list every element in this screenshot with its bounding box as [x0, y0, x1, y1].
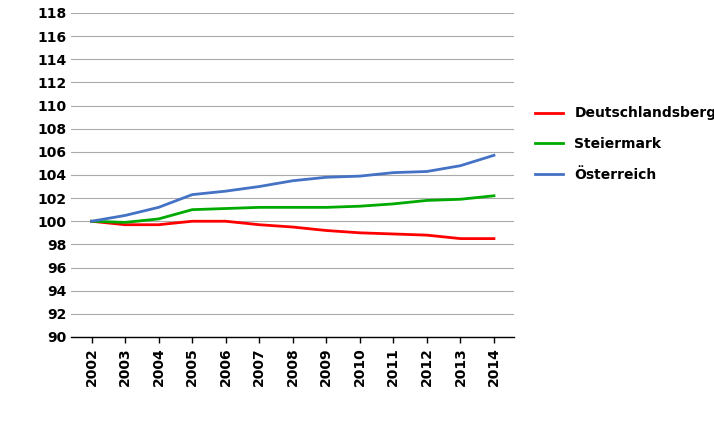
Steiermark [423, 198, 431, 203]
Österreich [154, 205, 163, 210]
Steiermark [154, 216, 163, 222]
Deutschlandsberg [121, 222, 129, 227]
Österreich [322, 175, 331, 180]
Deutschlandsberg [87, 219, 96, 224]
Steiermark [322, 205, 331, 210]
Österreich [87, 219, 96, 224]
Line: Österreich: Österreich [91, 155, 494, 221]
Deutschlandsberg [288, 225, 297, 230]
Österreich [456, 163, 465, 168]
Österreich [356, 174, 364, 179]
Deutschlandsberg [389, 232, 398, 237]
Deutschlandsberg [255, 222, 263, 227]
Österreich [121, 213, 129, 218]
Steiermark [221, 206, 230, 211]
Deutschlandsberg [356, 230, 364, 235]
Line: Deutschlandsberg: Deutschlandsberg [91, 221, 494, 238]
Österreich [288, 178, 297, 183]
Steiermark [288, 205, 297, 210]
Deutschlandsberg [423, 232, 431, 238]
Österreich [423, 169, 431, 174]
Steiermark [255, 205, 263, 210]
Deutschlandsberg [490, 236, 498, 241]
Österreich [389, 170, 398, 175]
Deutschlandsberg [322, 228, 331, 233]
Steiermark [188, 207, 196, 212]
Österreich [221, 189, 230, 194]
Steiermark [356, 203, 364, 209]
Steiermark [121, 220, 129, 225]
Österreich [490, 152, 498, 158]
Österreich [188, 192, 196, 197]
Steiermark [456, 197, 465, 202]
Österreich [255, 184, 263, 189]
Deutschlandsberg [154, 222, 163, 227]
Deutschlandsberg [221, 219, 230, 224]
Deutschlandsberg [456, 236, 465, 241]
Line: Steiermark: Steiermark [91, 196, 494, 222]
Steiermark [87, 219, 96, 224]
Legend: Deutschlandsberg, Steiermark, Österreich: Deutschlandsberg, Steiermark, Österreich [530, 101, 714, 187]
Deutschlandsberg [188, 219, 196, 224]
Steiermark [490, 193, 498, 198]
Steiermark [389, 201, 398, 206]
